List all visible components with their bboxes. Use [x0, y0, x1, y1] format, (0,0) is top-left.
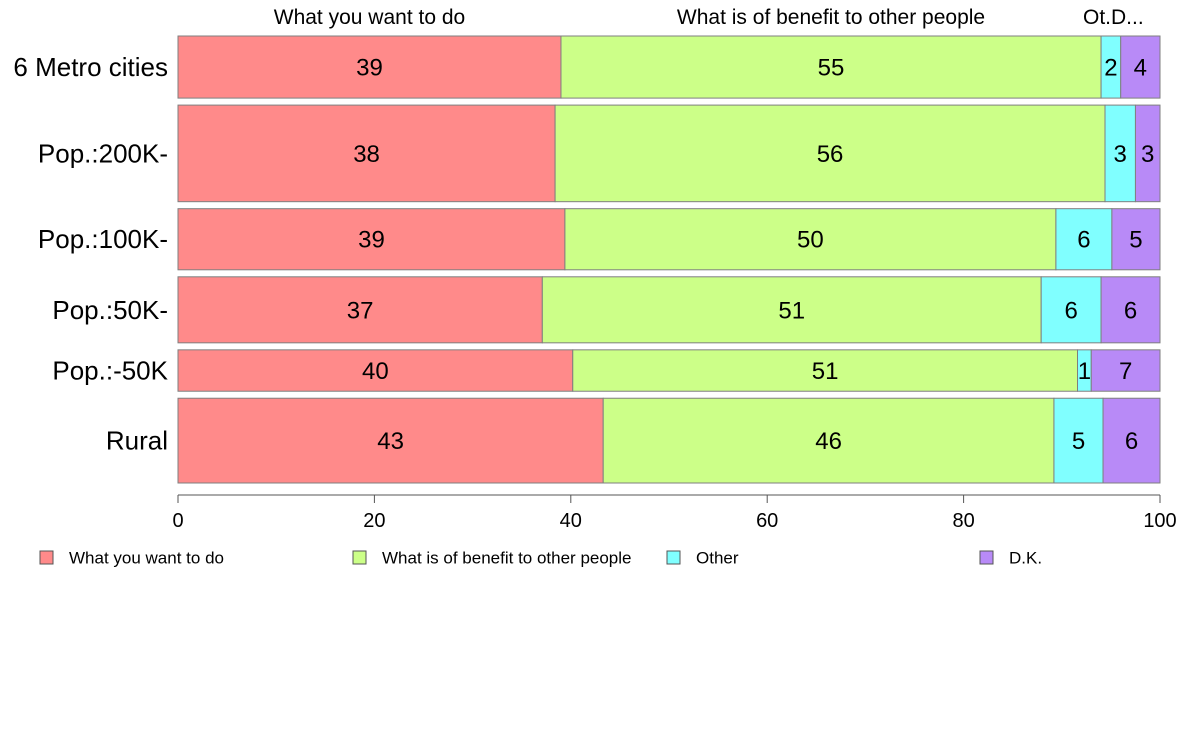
data-label: 51	[778, 297, 805, 324]
legend-swatch	[979, 550, 994, 565]
category-label: Rural	[106, 426, 168, 456]
bar-segment	[541, 276, 1042, 344]
bar-segment	[572, 349, 1079, 392]
category-label: Pop.:100K-	[38, 224, 168, 254]
data-label: 5	[1072, 428, 1085, 455]
legend-label: Other	[696, 549, 739, 568]
category-label: 6 Metro cities	[13, 52, 168, 82]
data-label: 7	[1119, 358, 1132, 385]
data-label: 6	[1077, 227, 1090, 254]
legend-label: D.K.	[1009, 549, 1042, 568]
data-label: 38	[353, 141, 380, 168]
bar-segment	[1134, 104, 1161, 203]
bar-segment	[177, 208, 566, 271]
bar-segment	[1055, 208, 1113, 271]
data-label: 1	[1078, 358, 1091, 385]
data-label: 55	[818, 55, 845, 82]
top-series-label: Ot.	[1083, 6, 1111, 29]
category-label: Pop.:50K-	[52, 295, 168, 325]
top-series-label: D...	[1111, 6, 1144, 29]
bar-segment	[177, 104, 556, 203]
x-tick-label: 60	[756, 510, 778, 532]
data-label: 6	[1124, 297, 1137, 324]
bar-segment	[177, 276, 543, 344]
data-label: 56	[817, 141, 844, 168]
bar-segment	[602, 397, 1055, 484]
bar-segment	[1104, 104, 1136, 203]
category-label: Pop.:200K-	[38, 138, 168, 168]
legend-label: What you want to do	[69, 549, 224, 568]
data-label: 3	[1141, 141, 1154, 168]
data-label: 37	[347, 297, 374, 324]
bar-segment	[1102, 397, 1161, 484]
data-label: 6	[1064, 297, 1077, 324]
bar-segment	[1111, 208, 1161, 271]
data-label: 2	[1104, 55, 1117, 82]
data-label: 4	[1134, 55, 1147, 82]
legend-label: What is of benefit to other people	[382, 549, 632, 568]
bar-segment	[560, 35, 1102, 99]
data-label: 3	[1114, 141, 1127, 168]
bar-segment	[177, 349, 574, 392]
bar-segment	[564, 208, 1057, 271]
data-label: 39	[356, 55, 383, 82]
x-tick-label: 40	[560, 510, 582, 532]
bar-segment	[1120, 35, 1161, 99]
top-series-label: What you want to do	[274, 6, 465, 29]
bar-segment	[1053, 397, 1104, 484]
data-label: 51	[812, 358, 839, 385]
bar-segment	[554, 104, 1106, 203]
legend-swatch	[352, 550, 367, 565]
data-label: 39	[358, 227, 385, 254]
data-label: 50	[797, 227, 824, 254]
legend-swatch	[666, 550, 681, 565]
category-label: Pop.:-50K	[52, 356, 168, 386]
bar-segment	[177, 35, 562, 99]
data-label: 46	[815, 428, 842, 455]
bar-segment	[1040, 276, 1102, 344]
x-tick-label: 0	[172, 510, 183, 532]
data-label: 6	[1125, 428, 1138, 455]
x-tick-label: 100	[1143, 510, 1176, 532]
data-label: 40	[362, 358, 389, 385]
data-label: 5	[1129, 227, 1142, 254]
data-label: 43	[377, 428, 404, 455]
x-tick-label: 20	[363, 510, 385, 532]
legend-swatch	[39, 550, 54, 565]
bar-segment	[1100, 276, 1161, 344]
x-tick-label: 80	[952, 510, 974, 532]
top-series-label: What is of benefit to other people	[677, 6, 985, 29]
bar-segment	[1090, 349, 1161, 392]
